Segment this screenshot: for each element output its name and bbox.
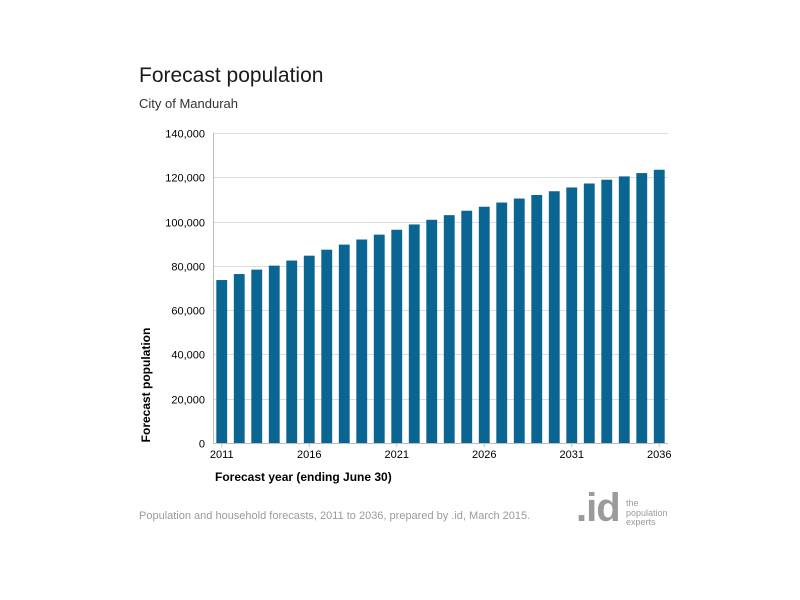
y-tick-label: 140,000 [165, 129, 205, 141]
logo-tagline-line: the [626, 498, 639, 508]
y-tick-label: 0 [199, 439, 205, 451]
axes [213, 133, 668, 444]
bar-2013 [251, 269, 263, 443]
y-tick-label: 100,000 [165, 218, 205, 230]
x-tick-label: 2026 [472, 449, 496, 461]
id-logo: .id the population experts [576, 486, 676, 534]
chart-title: Forecast population [139, 64, 324, 87]
x-axis-ticks: 2011 2016 2021 2026 2031 2036 [210, 443, 671, 461]
x-tick-label: 2021 [385, 449, 409, 461]
bar-2012 [233, 274, 245, 443]
bar-2018 [338, 244, 350, 443]
bar-2024 [443, 215, 455, 443]
bar-2019 [356, 239, 368, 443]
bar-2016 [303, 255, 315, 443]
bar-2023 [426, 219, 438, 443]
gridlines [213, 133, 668, 400]
bar-2035 [636, 173, 648, 443]
bar-2011 [216, 280, 228, 443]
x-axis-label: Forecast year (ending June 30) [215, 470, 392, 484]
bar-2031 [566, 187, 578, 443]
y-axis-label: Forecast population [139, 328, 153, 443]
bar-2027 [496, 202, 508, 443]
y-tick-label: 60,000 [171, 306, 205, 318]
bar-2022 [408, 224, 420, 443]
bars [216, 169, 665, 444]
bar-2032 [583, 183, 595, 444]
x-tick-label: 2036 [647, 449, 671, 461]
bar-2015 [286, 260, 298, 443]
bar-2036 [653, 169, 665, 443]
y-tick-label: 120,000 [165, 173, 205, 185]
chart-subtitle: City of Mandurah [139, 96, 238, 111]
bar-2028 [513, 198, 525, 443]
bar-2026 [478, 206, 490, 443]
logo-tagline-line: experts [626, 517, 656, 527]
bar-2014 [268, 265, 280, 443]
y-tick-label: 20,000 [171, 395, 205, 407]
bar-2030 [548, 191, 560, 443]
logo-tagline: the population experts [626, 498, 668, 528]
bar-2034 [618, 176, 630, 443]
bar-2021 [391, 229, 403, 443]
y-tick-label: 80,000 [171, 262, 205, 274]
y-axis-ticks: 0 20,000 40,000 60,000 80,000 100,000 120,000 1… [165, 129, 205, 451]
bar-2033 [601, 179, 613, 443]
bar-2017 [321, 249, 333, 443]
source-note: Population and household forecasts, 2011… [139, 510, 531, 522]
bar-2029 [531, 195, 543, 443]
x-tick-label: 2016 [297, 449, 321, 461]
y-tick-label: 40,000 [171, 350, 205, 362]
bar-2020 [373, 234, 385, 443]
x-tick-label: 2031 [560, 449, 584, 461]
logo-mark: .id [576, 486, 621, 530]
bar-2025 [461, 210, 473, 443]
logo-tagline-line: population [626, 507, 668, 518]
x-tick-label: 2011 [210, 449, 234, 461]
